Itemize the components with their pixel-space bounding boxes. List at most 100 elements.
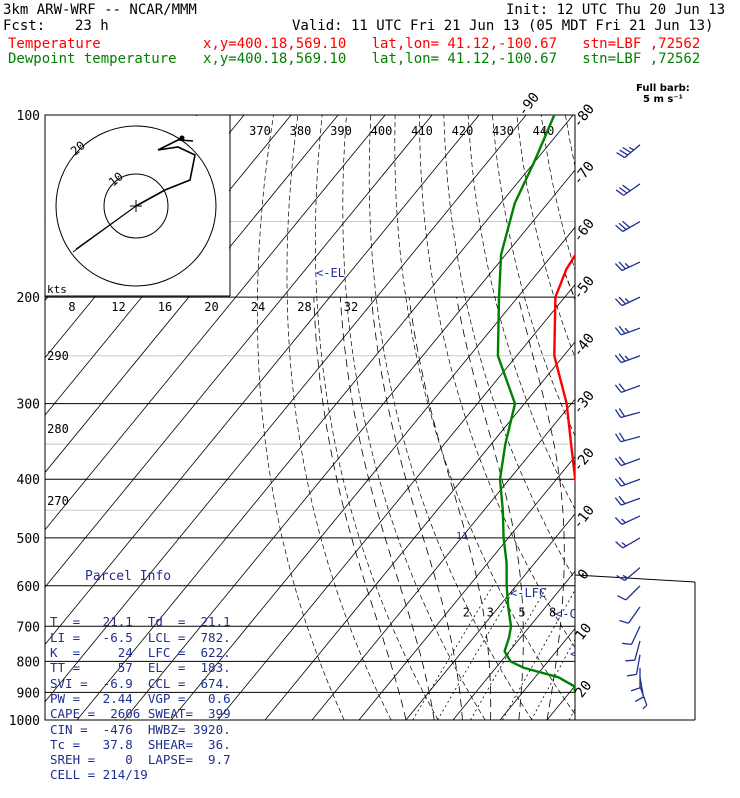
isotherm-label: -30	[570, 388, 598, 418]
parcel-info-line: CIN = -476 HWBZ= 3920.	[50, 721, 231, 737]
barb-key-title: Full barb:	[636, 83, 690, 94]
forecast-hour: 23 h	[75, 18, 109, 34]
wind-barb-flag	[618, 296, 626, 305]
wind-barb-staff	[624, 144, 641, 159]
dry-adiabat	[492, 115, 575, 437]
legend-dewpoint-location: x,y=400.18,569.10 lat,lon= 41.12,-100.67…	[203, 51, 701, 67]
pressure-axis: 100 200 300 400 500 600 700 800 900 1000	[9, 109, 40, 729]
hodograph-units: kts	[47, 283, 67, 296]
wind-barb	[615, 220, 641, 233]
dry-adiabat	[394, 115, 575, 715]
wind-barb-staff	[620, 384, 641, 394]
isotherm	[405, 513, 575, 720]
level-annotation: <-CCL	[555, 607, 591, 621]
wind-barb-flag	[614, 263, 623, 271]
parcel-info-line: CAPE = 2606 SWEAT= 399	[50, 706, 231, 722]
wind-barb-staff	[621, 296, 641, 307]
wind-barb	[614, 476, 641, 487]
dry-adiabat	[590, 115, 740, 720]
model-title: 3km ARW-WRF -- NCAR/MMM	[3, 2, 197, 18]
theta-label: 430	[492, 124, 514, 138]
wind-barb	[614, 456, 641, 467]
mixing-ratio-label: 12	[573, 605, 587, 619]
legend-temperature: Temperature	[8, 36, 101, 52]
wind-barb-staff	[622, 537, 641, 549]
isotherm	[641, 115, 740, 720]
legend-dewpoint: Dewpoint temperature	[8, 51, 177, 67]
isotherm-label: -60	[570, 216, 598, 246]
level-annotation: <-LFC	[510, 586, 546, 600]
mixing-ratio-line	[502, 589, 575, 720]
level-annotation: 11	[456, 531, 468, 542]
theta-label: 370	[249, 124, 271, 138]
dry-adiabat	[286, 115, 392, 720]
wind-barb-flag	[618, 383, 626, 392]
chart-series: 2 3 5 8 12 20 <-EL <-LFC <-CCL <-LCL 11	[316, 115, 591, 693]
wind-barb-flag	[622, 184, 631, 192]
wind-barb-flag	[616, 152, 626, 159]
wind-barb-flag	[618, 408, 626, 417]
wind-barb-flag	[624, 355, 630, 361]
hodograph-speed-tick: 28	[297, 300, 311, 314]
wind-barb-flag	[628, 146, 635, 151]
wind-barb-flag	[618, 476, 626, 486]
hodograph-ring-10	[103, 173, 169, 239]
hodograph-storm-vector	[75, 205, 137, 250]
parcel-info-line: Tc = 37.8 SHEAR= 36.	[50, 736, 231, 752]
wind-barb-staff	[620, 478, 641, 487]
mixing-ratio-label: 8	[549, 605, 556, 619]
dry-adiabat	[736, 115, 740, 720]
wind-barb-flag	[614, 497, 622, 506]
wind-barb-flag	[619, 149, 629, 156]
wind-barb	[614, 432, 641, 443]
dry-adiabat	[419, 115, 575, 649]
theta-label: 280	[47, 422, 69, 436]
dry-adiabat	[315, 115, 439, 720]
isotherm	[170, 226, 575, 720]
wind-barb	[627, 654, 641, 677]
isotherm-label: 20	[572, 678, 595, 701]
pressure-tick-label: 500	[17, 532, 40, 547]
mixing-ratio-line	[470, 585, 548, 720]
dry-adiabat	[257, 115, 345, 720]
isotherm	[45, 115, 527, 703]
wind-barb-staff	[620, 497, 641, 506]
isotherm-label: -70	[570, 159, 598, 189]
theta-label: 270	[47, 494, 69, 508]
pressure-tick-label: 100	[17, 109, 40, 124]
dry-adiabat	[368, 115, 533, 720]
wind-barb-flag	[618, 261, 626, 270]
wind-barb-flag	[625, 659, 635, 662]
hodograph-speed-tick: 12	[111, 300, 125, 314]
wind-barb-staff	[635, 654, 641, 675]
wind-barb-staff	[627, 606, 641, 624]
wind-barb-flag	[614, 354, 622, 364]
wind-barb-flag	[630, 687, 641, 692]
theta-label: 380	[290, 124, 312, 138]
wind-barb	[614, 495, 641, 506]
wind-barb	[614, 515, 641, 525]
forecast-label: Fcst:	[3, 18, 46, 34]
wind-barb-flag	[614, 478, 622, 487]
pressure-tick-label: 200	[17, 291, 40, 306]
wind-barb	[614, 353, 641, 364]
valid-time: Valid: 11 UTC Fri 21 Jun 13 (05 MDT Fri …	[292, 18, 714, 34]
wind-barb-flag	[624, 298, 630, 303]
isotherm-label: 10	[572, 621, 595, 644]
pressure-tick-label: 700	[17, 620, 40, 635]
wind-barb-flag	[614, 384, 622, 393]
hodograph-speed-tick: 8	[68, 300, 75, 314]
hodograph-end-dot	[179, 135, 185, 141]
moist-adiabat	[370, 297, 463, 720]
mixing-ratio-line	[530, 638, 575, 720]
wind-barb	[614, 261, 641, 272]
isotherm-label: -80	[570, 101, 598, 131]
moist-adiabat	[408, 297, 492, 720]
wind-barb-staff	[639, 686, 648, 706]
mixing-ratio-line	[568, 708, 575, 720]
wind-barb	[639, 686, 648, 710]
wind-barb	[614, 325, 641, 336]
wind-barb-staff	[620, 458, 641, 467]
dry-adiabat	[711, 115, 740, 720]
